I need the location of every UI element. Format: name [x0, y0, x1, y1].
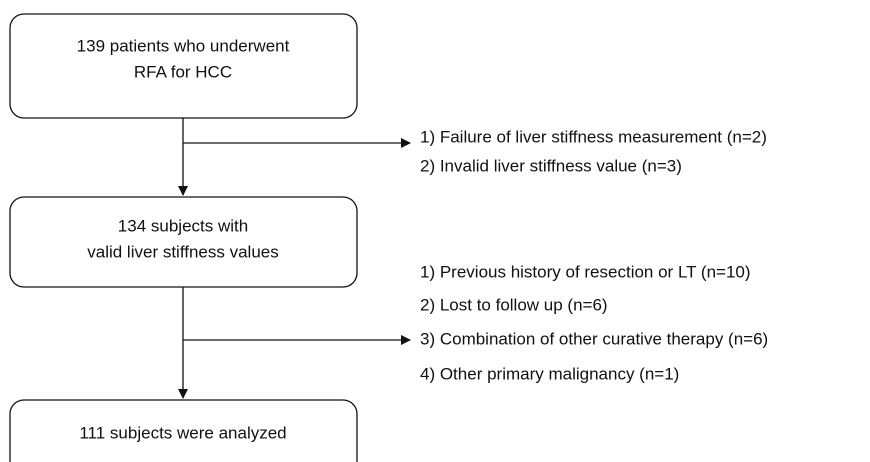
node-text: 139 patients who underwent [77, 36, 290, 55]
exclusion-text: 1) Previous history of resection or LT (… [420, 262, 751, 281]
exclusion-text: 2) Lost to follow up (n=6) [420, 295, 608, 314]
exclusion-text: 2) Invalid liver stiffness value (n=3) [420, 156, 682, 175]
node-text: 111 subjects were analyzed [79, 423, 286, 442]
exclusion-text: 3) Combination of other curative therapy… [420, 329, 768, 348]
exclusion-text: 4) Other primary malignancy (n=1) [420, 364, 679, 383]
exclusion-text: 1) Failure of liver stiffness measuremen… [420, 127, 767, 146]
node-text: valid liver stiffness values [87, 242, 279, 261]
node-text: 134 subjects with [118, 216, 248, 235]
node-box [9, 399, 358, 462]
node-text: RFA for HCC [134, 62, 232, 81]
